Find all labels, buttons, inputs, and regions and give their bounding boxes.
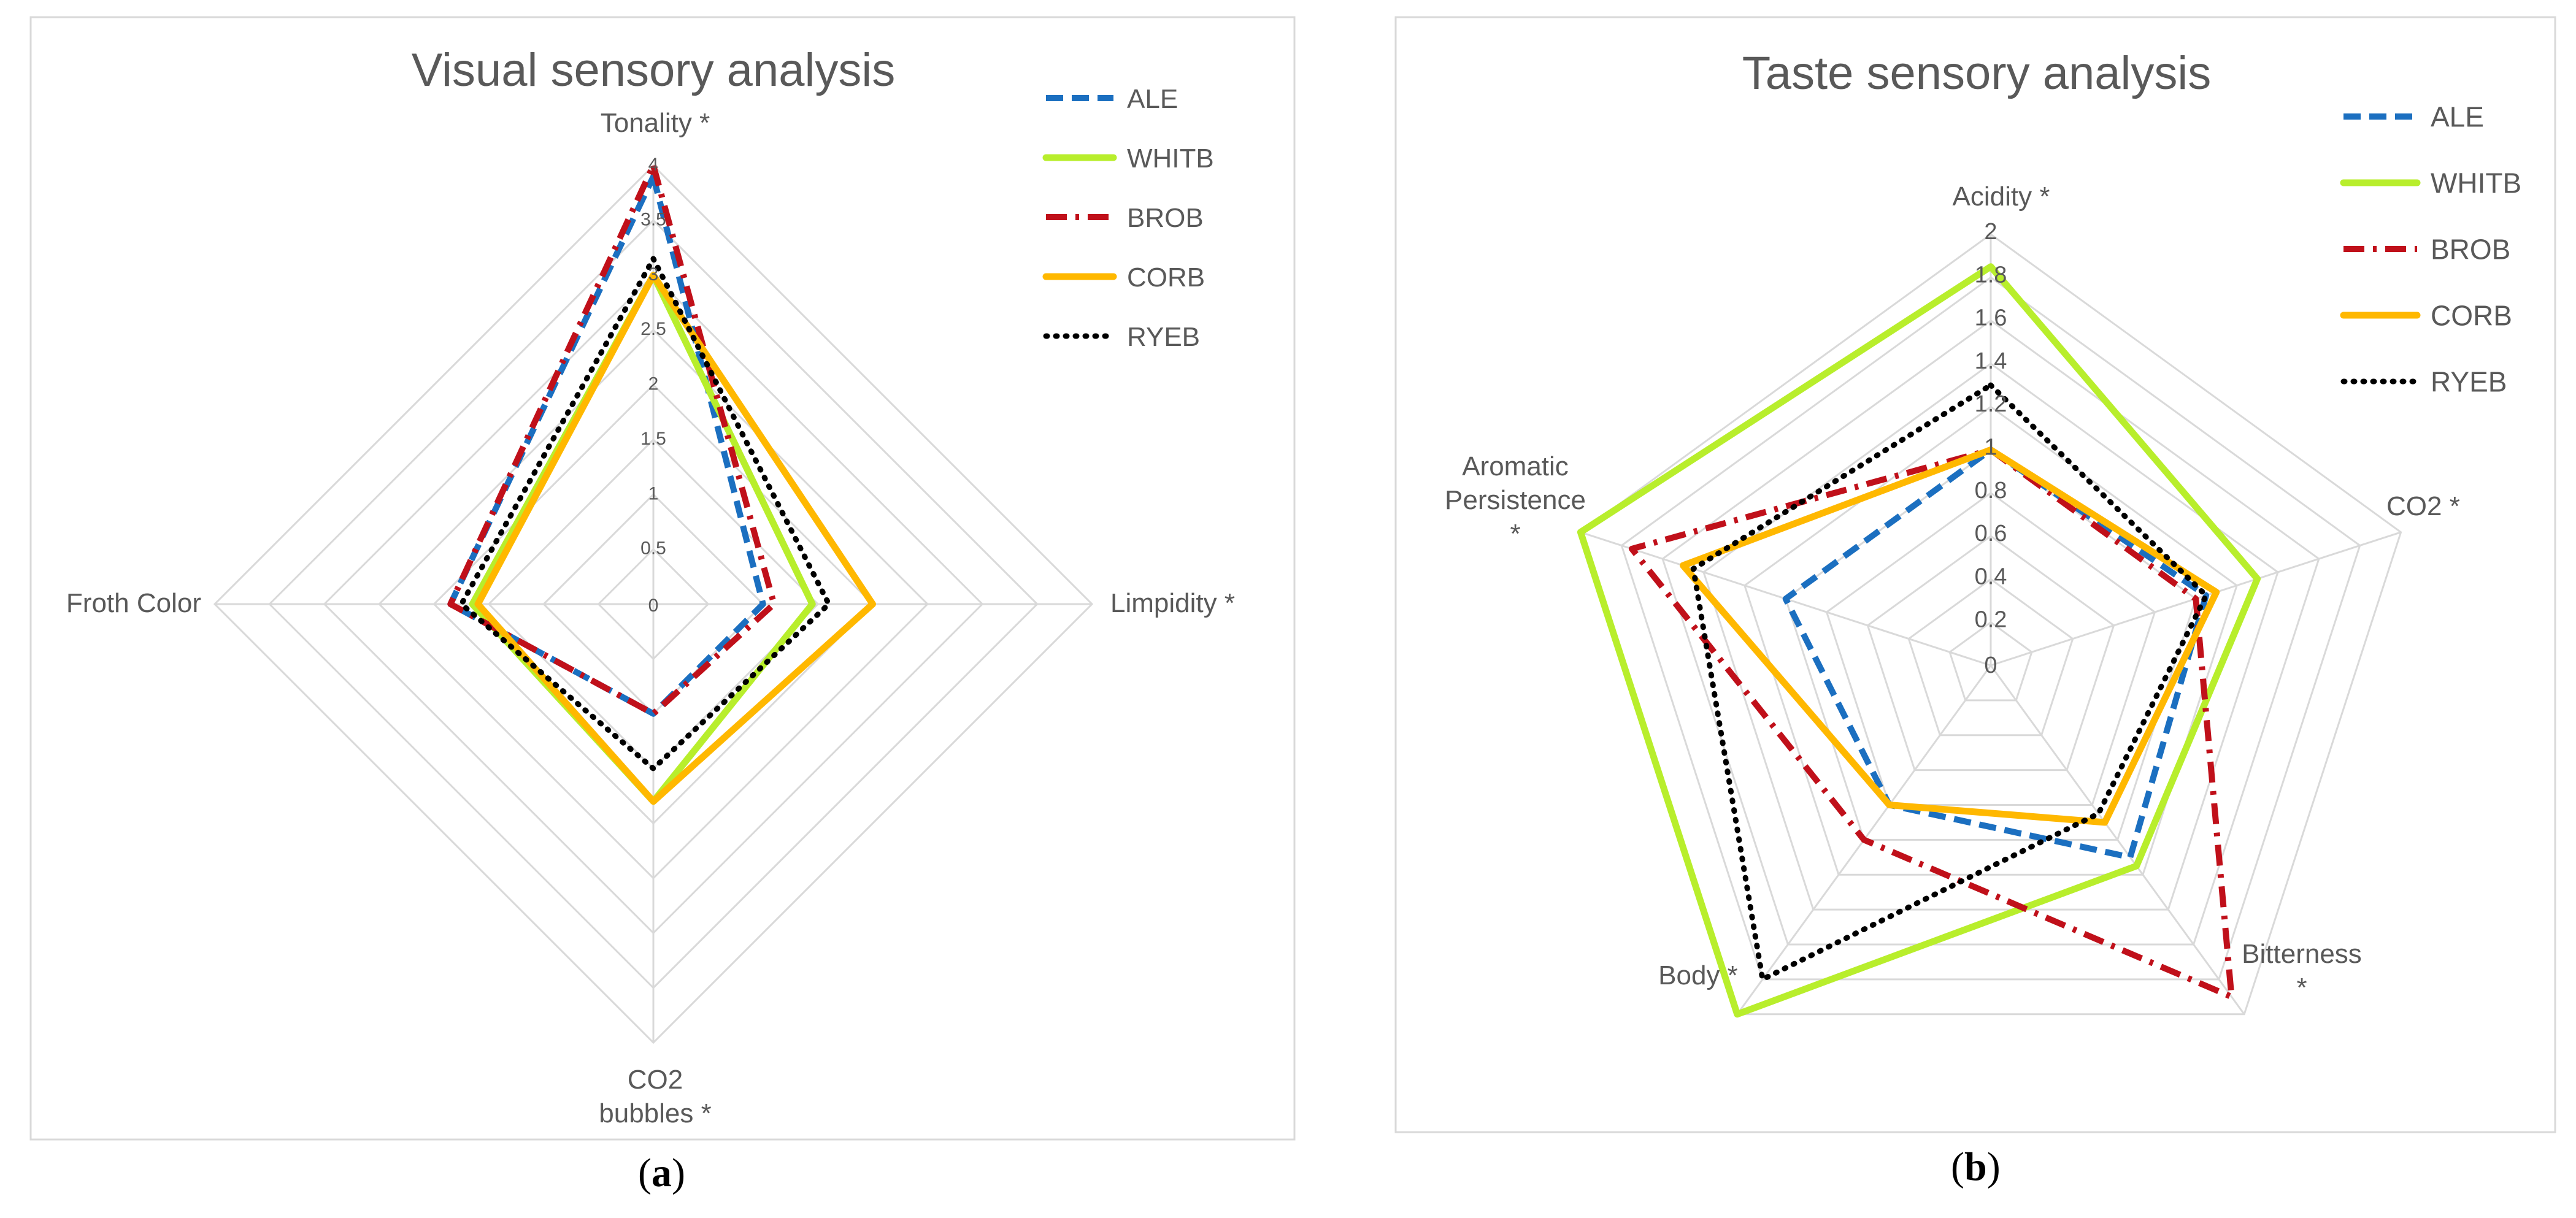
axis-label-body: Body * — [1658, 960, 1738, 990]
series-ale — [1782, 446, 2210, 860]
axis-label-limpidity: Limpidity * — [1110, 588, 1235, 618]
legend-label: BROB — [1127, 203, 1204, 233]
legend-entry-corb: CORB — [1042, 262, 1205, 293]
axis-label-aromatic-persistence: Aromatic Persistence * — [1445, 451, 1586, 549]
tick-label: 2 — [648, 374, 659, 394]
legend-label: RYEB — [1127, 322, 1200, 352]
chart-title: Visual sensory analysis — [412, 44, 896, 96]
legend-label: RYEB — [2431, 366, 2507, 398]
tick-label: 1.5 — [640, 429, 666, 449]
axis-label-bitterness: Bitterness * — [2242, 939, 2362, 1003]
grid-ring — [1579, 233, 2402, 1016]
legend-entry-whitb: WHITB — [2340, 167, 2521, 199]
series-ryeb — [458, 256, 832, 772]
tick-label: 3 — [648, 264, 659, 285]
panel-b-label: (b) — [1951, 1144, 2001, 1189]
legend-label: WHITB — [1127, 144, 1214, 174]
chart-title: Taste sensory analysis — [1742, 47, 2212, 99]
series-ryeb — [1690, 382, 2209, 982]
legend-entry-brob: BROB — [2343, 234, 2510, 266]
tick-label: 0.4 — [1975, 564, 2007, 589]
axis-label-acidity: Acidity * — [1953, 182, 2050, 212]
series-corb — [474, 272, 876, 805]
tick-label: 0.2 — [1975, 607, 2007, 633]
grid-ring — [1661, 319, 2320, 946]
axis-label-co2: CO2 * — [2386, 491, 2460, 521]
series-whitb — [1577, 263, 2261, 1018]
legend-entry-ryeb: RYEB — [1043, 322, 1200, 352]
tick-label: 0.6 — [1975, 521, 2007, 546]
taste-radar-chart: Taste sensory analysis 0 0.2 0.4 0.6 0.8 1 1.2 1… — [1445, 47, 2521, 1018]
panel-a-frame — [29, 16, 1296, 1141]
visual-radar-chart: Visual sensory analysis 0 0.5 1 1.5 2 2.5 3 3.5 4… — [66, 44, 1235, 1128]
legend-entry-corb: CORB — [2340, 300, 2512, 332]
tick-label: 0 — [648, 596, 659, 616]
panel-a-letter: a — [651, 1151, 672, 1195]
axis-label-tonality: Tonality * — [601, 108, 710, 138]
tick-label: 1.8 — [1975, 262, 2007, 288]
grid-ring — [1744, 405, 2238, 876]
panel-b-letter: b — [1964, 1144, 1987, 1189]
legend-entry-ryeb: RYEB — [2340, 366, 2507, 398]
tick-label: 1.4 — [1975, 348, 2007, 374]
legend-label: CORB — [2431, 300, 2512, 332]
tick-label: 1.2 — [1975, 391, 2007, 417]
tick-label: 0.8 — [1975, 478, 2007, 504]
grid-ring — [1866, 535, 2115, 772]
tick-label: 3.5 — [640, 209, 666, 229]
axis-spoke — [1990, 665, 2245, 1015]
legend-label: WHITB — [2431, 167, 2521, 199]
tick-label: 1.6 — [1975, 305, 2007, 331]
legend-entry-ale: ALE — [2343, 101, 2484, 133]
grid-ring — [1948, 621, 2033, 702]
tick-label: 0 — [1984, 653, 1997, 678]
axis-label-froth-color: Froth Color — [66, 588, 201, 618]
series-brob — [447, 163, 777, 717]
legend-label: ALE — [1127, 84, 1178, 114]
tick-label: 4 — [648, 155, 659, 175]
tick-label: 1 — [1984, 435, 1997, 461]
tick-label: 2 — [1984, 219, 1997, 245]
panel-a-label: (a) — [638, 1151, 685, 1195]
tick-label: 2.5 — [640, 319, 666, 339]
legend-label: BROB — [2431, 234, 2510, 266]
grid-ring — [1907, 578, 2074, 737]
grid-ring — [1620, 276, 2361, 981]
panel-b-frame — [1394, 16, 2556, 1133]
legend-label: ALE — [2431, 101, 2484, 133]
legend-entry-whitb: WHITB — [1042, 144, 1214, 174]
tick-label: 0.5 — [640, 538, 666, 559]
grid-ring — [1825, 491, 2156, 806]
series-brob — [1628, 446, 2235, 1000]
tick-label: 1 — [648, 483, 659, 504]
legend-entry-brob: BROB — [1046, 203, 1204, 233]
axis-label-co2-bubbles: CO2 bubbles * — [599, 1065, 711, 1128]
legend-entry-ale: ALE — [1046, 84, 1178, 114]
legend-label: CORB — [1127, 262, 1205, 293]
